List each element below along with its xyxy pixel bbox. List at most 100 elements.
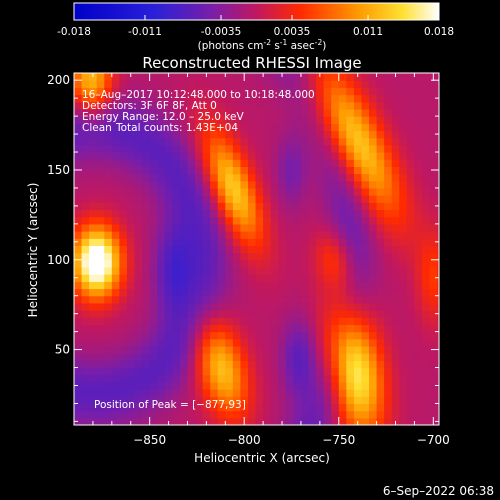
heatmap-cell <box>300 338 310 347</box>
heatmap-cell <box>142 302 151 311</box>
heatmap-cell <box>172 417 181 425</box>
heatmap-cell <box>126 223 136 232</box>
heatmap-cell <box>164 266 173 275</box>
heatmap-cell <box>247 324 257 333</box>
heatmap-cell <box>270 223 279 232</box>
heatmap-cell <box>316 266 325 275</box>
heatmap-cell <box>195 123 204 132</box>
heatmap-cell <box>270 353 279 361</box>
heatmap-cell <box>217 180 226 189</box>
heatmap-cell <box>406 245 416 254</box>
heatmap-cell <box>376 310 385 318</box>
heatmap-cell <box>81 130 90 139</box>
heatmap-cell <box>361 173 370 182</box>
heatmap-cell <box>316 116 325 124</box>
heatmap-cell <box>421 381 431 390</box>
heatmap-cell <box>361 152 370 160</box>
heatmap-cell <box>111 108 120 117</box>
heatmap-cell <box>308 152 317 160</box>
heatmap-cell <box>172 281 181 290</box>
heatmap-cell <box>399 166 408 175</box>
heatmap-cell <box>179 302 189 311</box>
heatmap-cell <box>308 288 317 297</box>
heatmap-cell <box>126 295 136 304</box>
heatmap-cell <box>384 231 393 239</box>
heatmap-cell <box>293 209 302 218</box>
heatmap-cell <box>406 216 416 225</box>
heatmap-cell <box>285 295 294 304</box>
heatmap-cell <box>134 101 143 110</box>
heatmap-cell <box>142 101 151 110</box>
heatmap-cell <box>278 159 287 167</box>
heatmap-cell <box>247 108 257 117</box>
heatmap-cell <box>179 396 189 405</box>
heatmap-cell <box>331 245 340 254</box>
heatmap-cell <box>232 252 242 261</box>
heatmap-cell <box>217 338 226 347</box>
heatmap-cell <box>361 310 370 318</box>
heatmap-cell <box>308 345 317 354</box>
heatmap-cell <box>384 353 393 361</box>
heatmap-cell <box>134 274 143 282</box>
heatmap-cell <box>164 101 173 110</box>
heatmap-cell <box>346 417 355 425</box>
heatmap-cell <box>104 159 113 167</box>
heatmap-cell <box>414 353 423 361</box>
heatmap-cell <box>81 360 90 369</box>
heatmap-cell <box>376 173 385 182</box>
heatmap-cell <box>96 108 105 117</box>
heatmap-cell <box>369 281 378 290</box>
heatmap-cell <box>134 403 143 412</box>
heatmap-cell <box>437 252 439 261</box>
heatmap-cell <box>414 187 423 196</box>
heatmap-cell <box>225 403 234 412</box>
heatmap-cell <box>331 396 340 405</box>
heatmap-cell <box>399 381 408 390</box>
heatmap-cell <box>323 209 332 218</box>
heatmap-cell <box>437 317 439 326</box>
heatmap-cell <box>172 274 181 282</box>
heatmap-cell <box>300 166 310 175</box>
heatmap-cell <box>74 87 83 96</box>
heatmap-cell <box>293 338 302 347</box>
heatmap-cell <box>104 80 113 88</box>
heatmap-cell <box>255 310 264 318</box>
heatmap-cell <box>437 223 439 232</box>
heatmap-cell <box>126 396 136 405</box>
heatmap-cell <box>164 317 173 326</box>
heatmap-cell <box>225 94 234 103</box>
heatmap-cell <box>187 317 196 326</box>
heatmap-cell <box>210 252 219 261</box>
heatmap-cell <box>225 231 234 239</box>
heatmap-cell <box>187 360 196 369</box>
heatmap-cell <box>104 238 113 246</box>
heatmap-cell <box>278 245 287 254</box>
heatmap-cell <box>369 209 378 218</box>
heatmap-cell <box>104 367 113 376</box>
heatmap-cell <box>164 94 173 103</box>
heatmap-cell <box>285 374 294 383</box>
heatmap-cell <box>346 152 355 160</box>
heatmap-cell <box>316 87 325 96</box>
heatmap-cell <box>346 288 355 297</box>
heatmap-cell <box>111 288 120 297</box>
heatmap-cell <box>202 144 211 153</box>
heatmap-cell <box>134 331 143 340</box>
heatmap-cell <box>316 101 325 110</box>
heatmap-cell <box>126 216 136 225</box>
heatmap-cell <box>195 302 204 311</box>
heatmap-cell <box>293 173 302 182</box>
heatmap-cell <box>164 209 173 218</box>
heatmap-cell <box>293 101 302 110</box>
heatmap-cell <box>353 266 363 275</box>
heatmap-cell <box>255 231 264 239</box>
heatmap-cell <box>111 274 120 282</box>
heatmap-cell <box>414 130 423 139</box>
heatmap-cell <box>308 374 317 383</box>
heatmap-cell <box>240 324 249 333</box>
heatmap-cell <box>142 410 151 419</box>
heatmap-cell <box>96 417 105 425</box>
heatmap-cell <box>111 281 120 290</box>
heatmap-cell <box>142 238 151 246</box>
heatmap-cell <box>331 137 340 146</box>
